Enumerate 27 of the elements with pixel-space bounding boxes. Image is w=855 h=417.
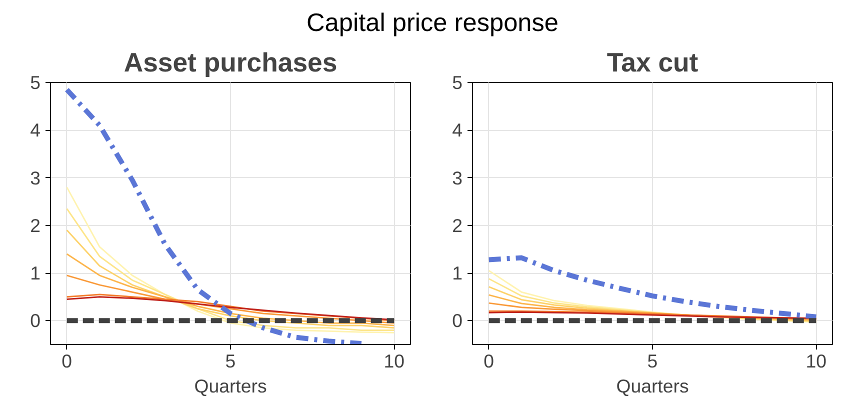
y-tick-label: 0: [452, 310, 463, 332]
y-tick-label: 1: [452, 262, 463, 284]
y-tick-label: 0: [30, 310, 41, 332]
chart-title: Tax cut: [606, 48, 698, 78]
x-tick-label: 10: [384, 350, 405, 372]
line-series: [66, 253, 395, 326]
text: Capital price response: [306, 8, 558, 39]
y-tick-label: 4: [452, 120, 463, 141]
x-tick-label: 5: [225, 350, 236, 372]
y-tick-label: 4: [30, 120, 41, 141]
line-series: [66, 208, 395, 331]
y-tick-label: 2: [452, 214, 463, 236]
x-axis-title: Quarters: [616, 376, 689, 396]
y-tick-label: 3: [452, 167, 463, 188]
y-tick-label: 2: [30, 214, 41, 236]
x-tick-label: 0: [62, 350, 72, 372]
x-tick-label: 5: [647, 350, 658, 372]
y-tick-label: 5: [452, 72, 463, 93]
line-series: [66, 186, 395, 334]
y-tick-label: 3: [30, 167, 41, 188]
y-tick-label: 1: [30, 262, 41, 284]
x-tick-label: 10: [806, 350, 827, 372]
x-tick-label: 0: [484, 350, 494, 372]
chart-title: Asset purchases: [124, 48, 338, 78]
line-series: [66, 229, 395, 329]
x-axis-title: Quarters: [194, 376, 267, 396]
y-tick-label: 5: [30, 72, 41, 93]
